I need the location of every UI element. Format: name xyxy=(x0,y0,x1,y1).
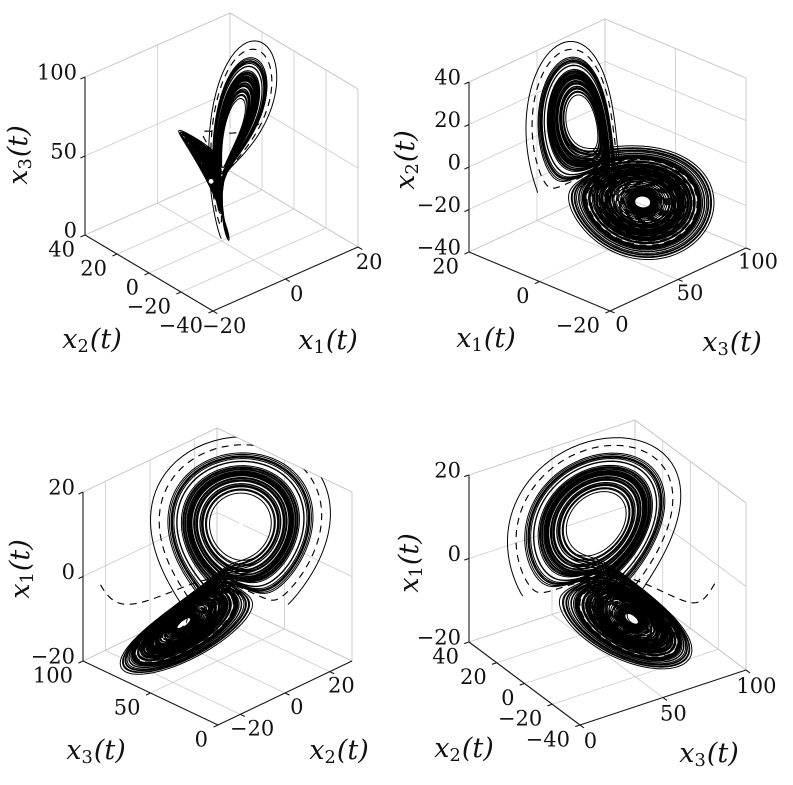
ylabel-sub: 2 xyxy=(77,336,89,358)
ylabel-suffix: (t) xyxy=(483,322,516,354)
xlabel-var: x xyxy=(679,737,695,769)
ylabel-var: x xyxy=(62,323,78,355)
zlabel-sub: 1 xyxy=(406,566,428,578)
zlabel-sub: 3 xyxy=(15,158,37,170)
ylabel-var: x xyxy=(456,322,472,354)
xlabel-var: x xyxy=(309,734,325,766)
subplot1-zlabel: x3(t) xyxy=(2,125,37,185)
zlabel-var: x xyxy=(4,583,36,599)
xlabel-sub: 2 xyxy=(324,747,336,769)
ylabel-sub: 3 xyxy=(81,747,93,769)
xlabel-suffix: (t) xyxy=(706,737,739,769)
zlabel-sub: 2 xyxy=(402,163,424,175)
subplot3-ylabel: x3(t) xyxy=(66,737,126,767)
zlabel-var: x xyxy=(2,169,34,185)
xlabel-var: x xyxy=(298,324,314,356)
subplot3-xlabel: x2(t) xyxy=(309,737,369,767)
subplot2-xlabel: x3(t) xyxy=(702,329,762,359)
zlabel-suffix: (t) xyxy=(393,533,425,566)
ylabel-var: x xyxy=(66,734,82,766)
ylabel-sub: 2 xyxy=(449,745,461,767)
zlabel-suffix: (t) xyxy=(4,539,36,572)
zlabel-sub: 1 xyxy=(17,572,39,584)
zlabel-var: x xyxy=(389,174,421,190)
ylabel-sub: 1 xyxy=(471,335,483,357)
ylabel-suffix: (t) xyxy=(461,732,494,764)
subplot4-xlabel: x3(t) xyxy=(679,740,739,770)
ylabel-suffix: (t) xyxy=(93,734,126,766)
subplot2-zlabel: x2(t) xyxy=(389,130,424,190)
xlabel-suffix: (t) xyxy=(325,324,358,356)
xlabel-suffix: (t) xyxy=(336,734,369,766)
subplot1-xlabel: x1(t) xyxy=(298,327,358,357)
subplot2-ylabel: x1(t) xyxy=(456,325,516,355)
subplot1-ylabel: x2(t) xyxy=(62,326,122,356)
ylabel-suffix: (t) xyxy=(89,323,122,355)
xlabel-sub: 3 xyxy=(717,339,729,361)
subplot4-ylabel: x2(t) xyxy=(434,735,494,765)
xlabel-sub: 1 xyxy=(313,337,325,359)
xlabel-var: x xyxy=(702,326,718,358)
subplot4-zlabel: x1(t) xyxy=(393,533,428,593)
ylabel-var: x xyxy=(434,732,450,764)
zlabel-suffix: (t) xyxy=(389,130,421,163)
zlabel-suffix: (t) xyxy=(2,125,34,158)
xlabel-suffix: (t) xyxy=(729,326,762,358)
subplot3-zlabel: x1(t) xyxy=(4,539,39,599)
zlabel-var: x xyxy=(393,577,425,593)
xlabel-sub: 3 xyxy=(694,750,706,772)
